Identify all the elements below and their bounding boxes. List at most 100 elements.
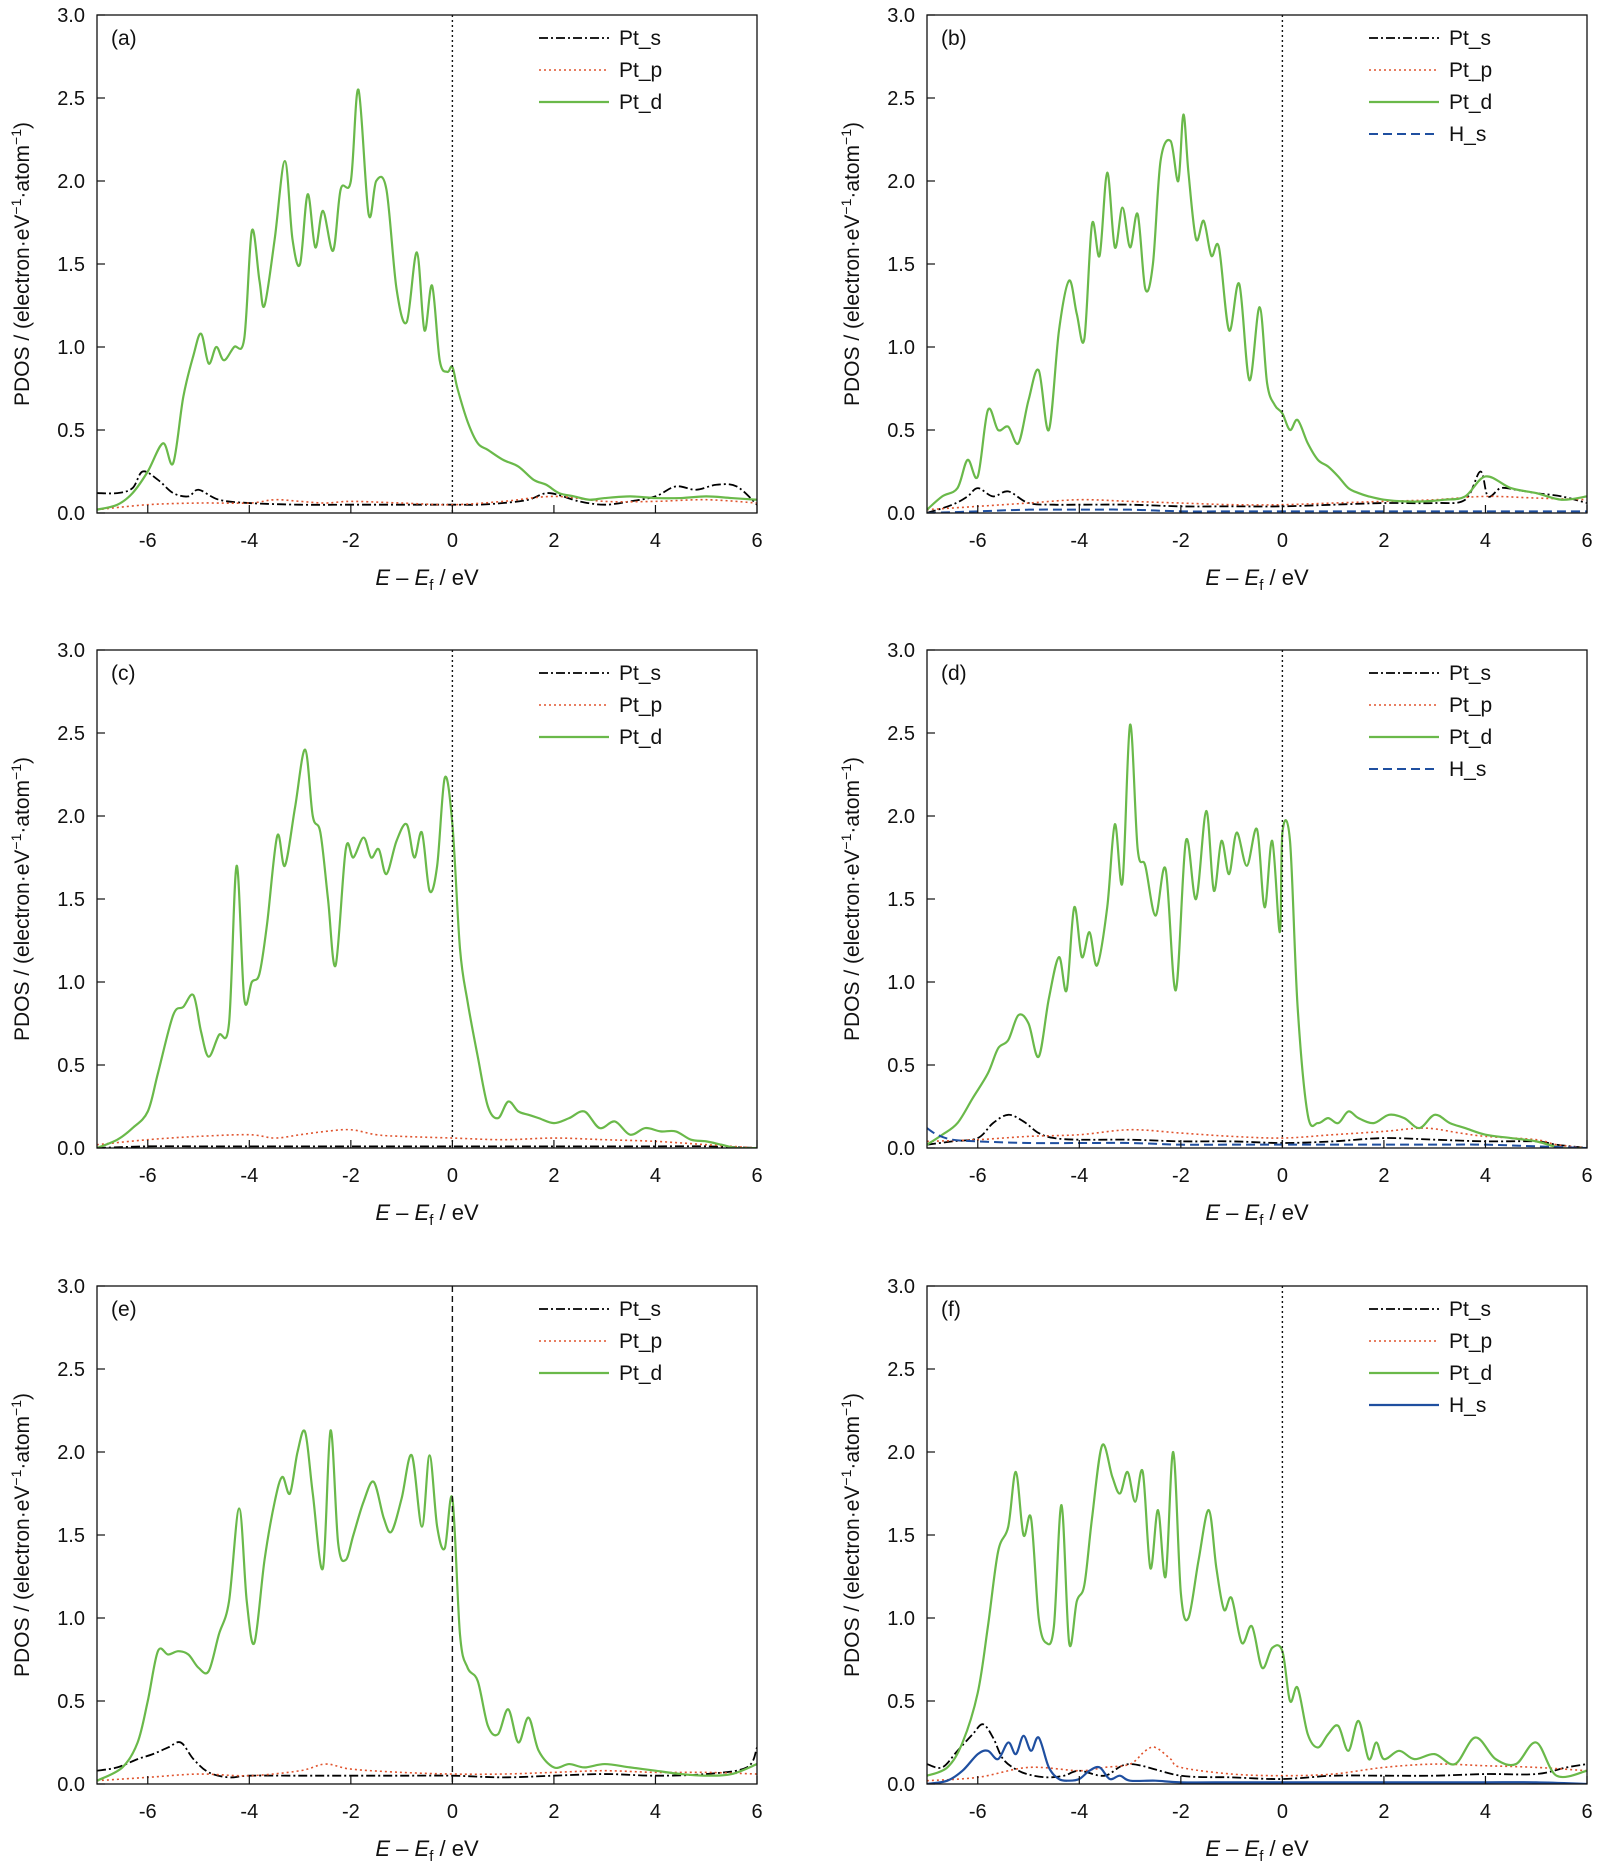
plot-frame [926,649,1588,1149]
legend-entry: Pt_p [1449,694,1492,717]
y-tick-label: 0.5 [57,420,85,442]
x-tick-label: 4 [650,530,661,552]
panel-label: (e) [111,1298,137,1321]
legend-entry: Pt_s [619,1298,661,1321]
y-tick-label: 2.0 [57,171,85,193]
y-tick-label: 3.0 [887,640,915,662]
legend-entry: Pt_p [619,1330,662,1353]
y-tick-label: 2.5 [57,1359,85,1381]
y-tick-label: 1.0 [57,1608,85,1630]
y-tick-label: 2.0 [887,806,915,828]
legend-entry: Pt_d [619,91,662,114]
legend-entry: H_s [1449,123,1486,146]
x-tick-label: -6 [139,1165,157,1187]
y-tick-label: 0.0 [887,503,915,525]
x-axis-label: E – Ef / eV [1205,1200,1309,1229]
x-tick-label: 2 [548,1165,559,1187]
legend-entry: Pt_d [619,1362,662,1385]
series-line-pt-s [927,1113,1587,1148]
y-tick-label: 0.5 [887,420,915,442]
x-axis-label: E – Ef / eV [1205,1836,1309,1865]
x-axis-label: E – Ef / eV [375,1200,479,1229]
legend-entry: Pt_s [1449,1298,1491,1321]
legend-entry: Pt_p [1449,1330,1492,1353]
x-tick-label: 0 [1277,530,1288,552]
y-tick-label: 2.5 [887,723,915,745]
x-tick-label: -4 [1070,1801,1088,1823]
chart-panel-a: -6 -4 -2 0 2 4 6 0.0 0.5 1.0 1.5 2.0 2.5 3.0 (a) E – Ef… [8,5,763,594]
y-tick-label: 0.0 [57,503,85,525]
plot-frame [96,649,758,1149]
x-tick-label: 2 [1378,1165,1389,1187]
legend-entry: Pt_s [619,27,661,50]
y-tick-label: 2.5 [887,1359,915,1381]
x-tick-label: -4 [1070,1165,1088,1187]
y-axis-label: PDOS / (electron·eV−1·atom−1) [8,122,34,406]
plot-frame [96,14,758,514]
x-tick-label: 0 [1277,1165,1288,1187]
plot-frame [926,14,1588,514]
chart-panel-c: -6 -4 -2 0 2 4 6 0.0 0.5 1.0 1.5 2.0 2.5 3.0 (c) E – Ef… [8,640,763,1229]
y-tick-label: 0.0 [887,1774,915,1796]
series-line-pt-d [927,723,1587,1148]
panel-label: (f) [941,1298,961,1321]
series-line-pt-p [97,1763,757,1782]
x-tick-label: 6 [1581,1165,1592,1187]
series-line-pt-s [927,1723,1587,1780]
x-tick-label: -2 [1172,1801,1190,1823]
x-tick-label: -2 [342,530,360,552]
y-tick-label: 3.0 [57,5,85,27]
y-tick-label: 0.0 [57,1774,85,1796]
y-tick-label: 1.5 [887,1525,915,1547]
y-tick-label: 2.0 [57,1442,85,1464]
x-tick-label: 2 [1378,1801,1389,1823]
legend-entry: Pt_d [619,726,662,749]
y-tick-label: 3.0 [887,5,915,27]
y-tick-label: 2.0 [57,806,85,828]
panel-label: (b) [941,27,967,50]
legend-entry: Pt_s [619,662,661,685]
y-tick-label: 1.5 [887,889,915,911]
y-axis-label: PDOS / (electron·eV−1·atom−1) [838,122,864,406]
y-tick-label: 2.0 [887,171,915,193]
x-tick-label: 0 [447,1801,458,1823]
x-tick-label: -2 [342,1165,360,1187]
y-tick-label: 3.0 [57,1276,85,1298]
series-line-pt-d [97,748,757,1148]
series-line-h-s [927,508,1587,513]
series-line-pt-p [927,1746,1587,1782]
series-line-pt-d [97,1429,757,1782]
x-tick-label: 4 [1480,1801,1491,1823]
legend-entry: Pt_s [1449,662,1491,685]
x-tick-label: 6 [751,1165,762,1187]
chart-panel-d: -6 -4 -2 0 2 4 6 0.0 0.5 1.0 1.5 2.0 2.5 3.0 (d) E – Ef… [838,640,1593,1229]
x-tick-label: 2 [1378,530,1389,552]
y-tick-label: 0.0 [887,1138,915,1160]
y-tick-label: 1.0 [57,972,85,994]
y-tick-label: 0.5 [887,1691,915,1713]
x-tick-label: 4 [650,1165,661,1187]
y-axis-label: PDOS / (electron·eV−1·atom−1) [838,757,864,1041]
y-tick-label: 0.5 [57,1691,85,1713]
series-line-pt-s [97,470,757,506]
y-tick-label: 1.0 [57,337,85,359]
x-tick-label: -6 [969,1801,987,1823]
y-tick-label: 1.0 [887,337,915,359]
x-tick-label: -6 [969,530,987,552]
series-line-h-s [927,1127,1587,1148]
x-tick-label: 4 [650,1801,661,1823]
panel-label: (c) [111,662,136,685]
series-line-pt-s [927,470,1587,513]
plot-frame [96,1285,758,1785]
y-tick-label: 1.5 [887,254,915,276]
chart-panel-f: -6 -4 -2 0 2 4 6 0.0 0.5 1.0 1.5 2.0 2.5 3.0 (f) E – Ef… [838,1276,1593,1865]
series-line-h-s [927,1734,1587,1784]
x-tick-label: -4 [240,1801,258,1823]
series-line-pt-d [927,113,1587,511]
x-axis-label: E – Ef / eV [1205,565,1309,594]
y-tick-label: 0.5 [57,1055,85,1077]
legend-entry: Pt_p [619,694,662,717]
y-axis-label: PDOS / (electron·eV−1·atom−1) [8,1393,34,1677]
y-tick-label: 2.5 [887,88,915,110]
y-tick-label: 1.5 [57,1525,85,1547]
